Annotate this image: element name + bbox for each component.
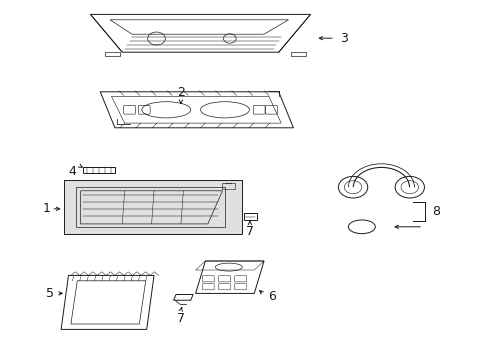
Polygon shape [63, 180, 242, 234]
Text: 6: 6 [267, 291, 275, 303]
Text: 2: 2 [177, 86, 184, 99]
Text: 4: 4 [68, 165, 76, 177]
Text: 1: 1 [43, 202, 51, 215]
Text: 3: 3 [339, 32, 347, 45]
Text: 7: 7 [245, 225, 253, 238]
Text: 8: 8 [431, 205, 439, 218]
Text: 7: 7 [177, 312, 184, 325]
Text: 5: 5 [46, 287, 54, 300]
